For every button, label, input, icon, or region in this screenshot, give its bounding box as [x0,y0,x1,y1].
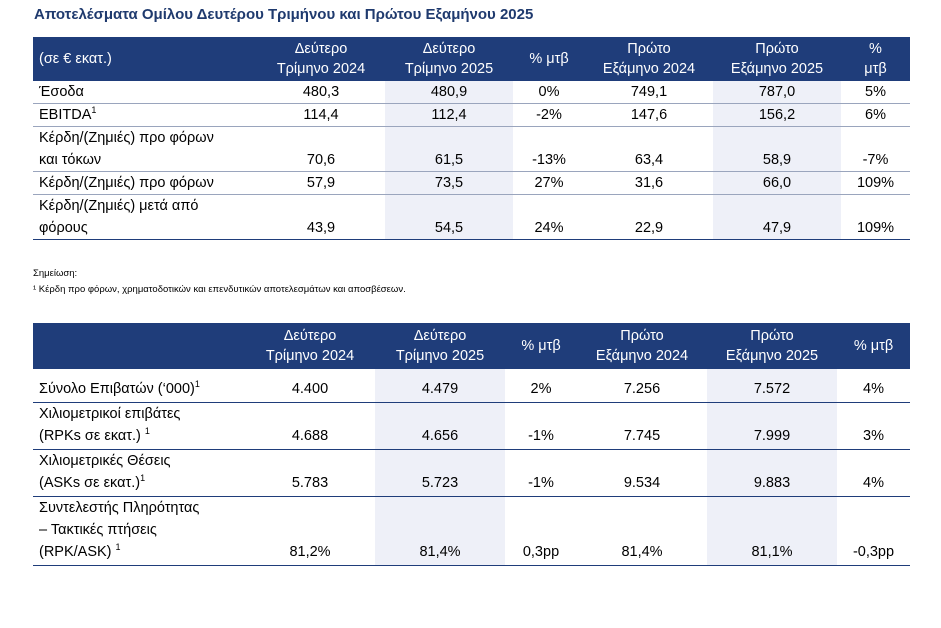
cell-value: 43,9 [306,220,336,236]
header-h-yoy: % μτβ [841,37,910,81]
cell-value: 0% [538,84,560,100]
row-label: Κέρδη/(Ζημιές) προ φόρων και τόκων [39,130,214,168]
table-row: Κέρδη/(Ζημιές) μετά από φόρους 43,9 54,5 … [33,194,910,240]
cell-value: 109% [856,175,895,191]
cell-value: 9.534 [623,474,661,491]
cell-value: 81,1% [707,496,837,565]
cell-value: 787,0 [713,81,841,104]
cell-value: 7.256 [623,380,661,397]
header-q-yoy: % μτβ [505,323,577,369]
cell-value: 22,9 [634,220,664,236]
table-row: Χιλιομετρικοί επιβάτες (RPKs σε εκατ.) 1 … [33,402,910,449]
cell-value: 480,9 [385,81,513,104]
cell-value: 73,5 [385,171,513,195]
cell-value: 47,9 [713,194,841,240]
cell-value: 7.999 [707,402,837,449]
row-label: Έσοδα [39,84,84,100]
header-q-yoy: % μτβ [513,37,585,81]
header-h1-2024: Πρώτο Εξάμηνο 2024 [577,323,707,369]
cell-value: 7.572 [707,369,837,402]
cell-value: 4.656 [375,402,505,449]
cell-value: 112,4 [385,103,513,127]
header-label [33,323,245,369]
cell-value: 2% [530,380,552,397]
cell-value: 81,4% [621,543,663,560]
cell-value: 27% [534,175,564,191]
cell-value: 147,6 [630,107,668,123]
cell-value: 66,0 [713,171,841,195]
table-row: Έσοδα 480,3 480,9 0% 749,1 787,0 5% [33,81,910,104]
cell-value: 114,4 [303,107,339,123]
cell-value: 9.883 [707,449,837,496]
cell-value: 5.783 [291,474,329,491]
cell-value: 54,5 [385,194,513,240]
cell-value: -7% [862,152,889,168]
footnote: ¹ Κέρδη προ φόρων, χρηματοδοτικών και επ… [33,284,406,295]
header-q2-2025: Δεύτερο Τρίμηνο 2025 [375,323,505,369]
row-label: Χιλιομετρικές Θέσεις (ASKs σε εκατ.)1 [39,452,171,491]
table-row: Σύνολο Επιβατών (‘000)1 4.400 4.479 2% 7… [33,369,910,402]
table-row: Κέρδη/(Ζημιές) προ φόρων 57,9 73,5 27% 3… [33,171,910,195]
cell-value: 4% [863,474,884,491]
table-row: EBITDA1 114,4 112,4 -2% 147,6 156,2 6% [33,103,910,127]
cell-value: -1% [528,474,554,491]
financial-results-table: (σε € εκατ.) Δεύτερο Τρίμηνο 2024 Δεύτερο… [33,37,910,240]
cell-value: 4.688 [291,427,329,444]
cell-value: 58,9 [713,126,841,172]
header-q2-2025: Δεύτερο Τρίμηνο 2025 [385,37,513,81]
cell-value: -13% [532,152,566,168]
cell-value: 63,4 [634,152,664,168]
cell-value: 61,5 [385,126,513,172]
table-header-row: Δεύτερο Τρίμηνο 2024 Δεύτερο Τρίμηνο 2025 … [33,323,910,369]
header-h-yoy: % μτβ [837,323,910,369]
cell-value: 0,3pp [522,543,560,560]
traffic-table: Δεύτερο Τρίμηνο 2024 Δεύτερο Τρίμηνο 2025 … [33,323,910,566]
table-row: Κέρδη/(Ζημιές) προ φόρων και τόκων 70,6 6… [33,126,910,172]
cell-value: -1% [528,427,554,444]
cell-value: 5% [865,84,886,100]
cell-value: 57,9 [306,175,336,191]
row-label: Σύνολο Επιβατών (‘000)1 [39,378,200,397]
cell-value: 3% [863,427,884,444]
row-label: Κέρδη/(Ζημιές) μετά από φόρους [39,198,199,236]
header-h1-2025: Πρώτο Εξάμηνο 2025 [707,323,837,369]
cell-value: 24% [534,220,564,236]
header-q2-2024: Δεύτερο Τρίμηνο 2024 [257,37,385,81]
cell-value: 4% [863,380,884,397]
header-h1-2024: Πρώτο Εξάμηνο 2024 [585,37,713,81]
cell-value: 81,2% [289,543,331,560]
cell-value: 70,6 [306,152,336,168]
cell-value: 31,6 [634,175,664,191]
cell-value: 156,2 [713,103,841,127]
note-heading: Σημείωση: [33,268,78,279]
cell-value: 5.723 [375,449,505,496]
row-label: Κέρδη/(Ζημιές) προ φόρων [39,175,214,191]
row-label: EBITDA1 [39,105,97,123]
cell-value: 480,3 [302,84,340,100]
cell-value: -0,3pp [852,543,895,560]
table-row: Χιλιομετρικές Θέσεις (ASKs σε εκατ.)1 5.7… [33,449,910,496]
cell-value: 81,4% [375,496,505,565]
cell-value: 4.479 [375,369,505,402]
row-label: Συντελεστής Πληρότητας – Τακτικές πτήσεις… [39,499,200,560]
table-header-row: (σε € εκατ.) Δεύτερο Τρίμηνο 2024 Δεύτερο… [33,37,910,81]
page-title: Αποτελέσματα Ομίλου Δευτέρου Τριμήνου κα… [34,6,534,23]
cell-value: 7.745 [623,427,661,444]
table-row: Συντελεστής Πληρότητας – Τακτικές πτήσεις… [33,496,910,565]
cell-value: -2% [536,107,562,123]
header-q2-2024: Δεύτερο Τρίμηνο 2024 [245,323,375,369]
row-label: Χιλιομετρικοί επιβάτες (RPKs σε εκατ.) 1 [39,405,181,444]
cell-value: 6% [865,107,886,123]
header-label: (σε € εκατ.) [33,37,257,81]
cell-value: 4.400 [291,380,329,397]
header-h1-2025: Πρώτο Εξάμηνο 2025 [713,37,841,81]
cell-value: 749,1 [630,84,668,100]
cell-value: 109% [856,220,895,236]
